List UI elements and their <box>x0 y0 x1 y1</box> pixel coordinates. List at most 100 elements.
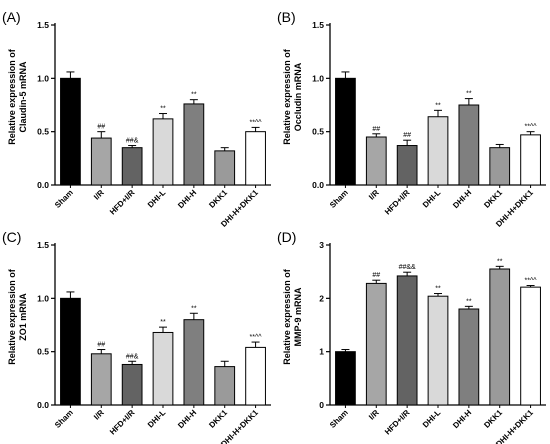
y-axis-label-line: Relative expression of <box>7 268 17 365</box>
bar-i-r <box>365 282 387 406</box>
bar-i-r <box>90 137 112 186</box>
bar-dkk1 <box>214 150 236 186</box>
y-axis-label-line: Relative expression of <box>7 48 17 145</box>
x-tick-label: Sham <box>328 188 350 210</box>
y-axis-label-line: Relative expression of <box>282 268 292 365</box>
x-tick-label: DHI-H <box>451 188 473 210</box>
x-tick-label: I/R <box>367 188 381 202</box>
x-tick-label: DKK1 <box>207 188 229 210</box>
bar-dhi-h <box>458 308 480 406</box>
significance-label: **^^ <box>250 119 263 126</box>
x-tick-label: DHI-L <box>146 408 168 430</box>
bar-dhi-h-dkk1 <box>245 346 266 406</box>
y-tick-label: 3 <box>319 240 324 250</box>
x-tick-label: I/R <box>92 188 106 202</box>
bar-dkk1 <box>214 366 236 406</box>
significance-label: ** <box>466 298 472 305</box>
significance-label: ##& <box>126 138 139 145</box>
bar-dhi-l <box>152 118 174 186</box>
y-tick-label: 1.5 <box>37 20 49 30</box>
significance-label: ## <box>97 342 105 349</box>
y-tick-label: 0 <box>319 400 324 410</box>
panel-letter: (A) <box>2 9 21 25</box>
x-tick-label: DKK1 <box>482 188 504 210</box>
significance-label: **^^ <box>525 124 538 131</box>
significance-label: **^^ <box>525 278 538 285</box>
significance-label: ## <box>403 132 411 139</box>
significance-label: ** <box>466 91 472 98</box>
x-tick-label: DHI-L <box>146 188 168 210</box>
x-tick-label: I/R <box>92 408 106 422</box>
y-axis-label-line: Occludin mRNA <box>293 62 303 131</box>
bar-dhi-l <box>427 116 449 186</box>
bar-dhi-h-dkk1 <box>520 134 541 186</box>
y-tick-label: 1 <box>319 347 324 357</box>
bar-sham <box>60 77 81 186</box>
panel-letter: (D) <box>277 229 296 245</box>
bar-sham <box>335 77 356 186</box>
panel-b: (B) Relative expression of Occludin mRNA 0.… <box>277 9 546 229</box>
y-axis-label-line: ZO1 mRNA <box>18 293 28 341</box>
x-tick-label: HFD+I/R <box>108 188 137 217</box>
panel-a: (A) Relative expression of Claudin-5 mRNA 0… <box>2 9 271 229</box>
x-tick-label: HFD+I/R <box>383 188 412 217</box>
x-tick-label: DKK1 <box>207 408 229 430</box>
x-tick-label: DHI-H <box>451 408 473 430</box>
x-tick-label: DHI-H <box>176 188 198 210</box>
y-tick-label: 1.5 <box>37 240 49 250</box>
x-tick-label: DKK1 <box>482 408 504 430</box>
significance-label: ## <box>372 272 380 279</box>
significance-label: ** <box>160 319 166 326</box>
significance-label: ** <box>435 286 441 293</box>
y-axis-label-line: Relative expression of <box>282 48 292 145</box>
significance-label: ##&& <box>399 264 416 271</box>
significance-label: ** <box>191 305 197 312</box>
bar-dhi-h-dkk1 <box>245 131 266 186</box>
bar-i-r <box>90 353 112 406</box>
x-tick-label: I/R <box>367 408 381 422</box>
bar-i-r <box>365 136 387 186</box>
bar-dkk1 <box>489 147 511 186</box>
bar-dhi-h <box>183 103 205 186</box>
x-tick-label: Sham <box>328 408 350 430</box>
x-tick-label: HFD+I/R <box>108 408 137 437</box>
y-tick-label: 0.5 <box>312 127 324 137</box>
panel-letter: (B) <box>277 9 296 25</box>
bar-sham <box>60 297 81 406</box>
significance-label: ## <box>97 124 105 131</box>
significance-label: ** <box>497 258 503 265</box>
panel-d: (D) Relative expression of MMP-9 mRNA 0 1 2 3 S… <box>277 229 546 444</box>
bar-hfd-i-r <box>121 363 143 406</box>
x-tick-label: Sham <box>53 408 75 430</box>
significance-label: ** <box>160 106 166 113</box>
y-tick-label: 1.5 <box>312 20 324 30</box>
significance-label: ##& <box>126 353 139 360</box>
bar-hfd-i-r <box>396 145 418 186</box>
x-tick-label: DHI-H <box>176 408 198 430</box>
significance-label: ** <box>191 92 197 99</box>
y-tick-label: 0.0 <box>37 180 49 190</box>
y-tick-label: 0.0 <box>37 400 49 410</box>
y-tick-label: 2 <box>319 293 324 303</box>
y-tick-label: 1.0 <box>312 73 324 83</box>
y-tick-label: 1.0 <box>37 293 49 303</box>
bar-dhi-h <box>458 104 480 186</box>
x-tick-label: DHI-L <box>421 188 443 210</box>
bar-dhi-h-dkk1 <box>520 286 541 406</box>
x-tick-label: Sham <box>53 188 75 210</box>
x-tick-label: HFD+I/R <box>383 408 412 437</box>
significance-label: ** <box>435 102 441 109</box>
y-tick-label: 0.0 <box>312 180 324 190</box>
y-axis-label-line: MMP-9 mRNA <box>293 287 303 347</box>
bar-sham <box>335 351 356 406</box>
x-tick-label: DHI-L <box>421 408 443 430</box>
panel-c: (C) Relative expression of ZO1 mRNA 0.0 0.5 1… <box>2 229 271 444</box>
significance-label: **^^ <box>250 334 263 341</box>
bar-dhi-l <box>427 295 449 406</box>
panel-letter: (C) <box>2 229 21 245</box>
significance-label: ## <box>372 126 380 133</box>
bar-hfd-i-r <box>396 275 418 406</box>
y-axis-label-line: Claudin-5 mRNA <box>18 61 28 133</box>
y-tick-label: 0.5 <box>37 347 49 357</box>
